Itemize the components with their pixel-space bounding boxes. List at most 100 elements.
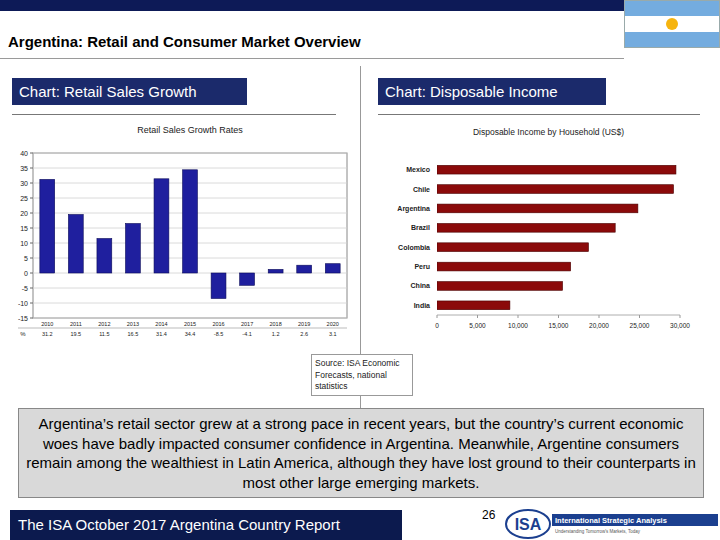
category-label: Argentina bbox=[397, 205, 430, 213]
source: Source: ISA Economic Forecasts, national… bbox=[311, 354, 413, 396]
bar bbox=[437, 204, 638, 213]
logo-bar bbox=[552, 514, 718, 526]
data-label: 11.5 bbox=[99, 331, 109, 337]
tick bbox=[30, 243, 33, 244]
category-label: 2018 bbox=[270, 321, 282, 327]
bar bbox=[297, 265, 312, 273]
tick-label: 0 bbox=[24, 270, 28, 277]
table-caption: % bbox=[20, 331, 26, 337]
data-label: -8.5 bbox=[214, 331, 223, 337]
tick-label: 25,000 bbox=[630, 322, 650, 329]
tick bbox=[30, 288, 33, 289]
footer: The ISA October 2017 Argentina Country R… bbox=[10, 510, 402, 540]
category-label: 2016 bbox=[212, 321, 224, 327]
bar bbox=[40, 179, 55, 273]
slide: Argentina: Retail and Consumer Market Ov… bbox=[0, 0, 720, 540]
title-rule bbox=[0, 58, 624, 59]
page-number: 26 bbox=[482, 508, 495, 522]
tick bbox=[30, 153, 33, 154]
tick bbox=[30, 198, 33, 199]
category-label: Mexico bbox=[406, 166, 430, 173]
bar bbox=[437, 243, 588, 252]
tick-label: 20 bbox=[20, 210, 28, 217]
grid-line bbox=[33, 168, 347, 169]
plot-frame bbox=[33, 153, 347, 318]
logo-name: International Strategic Analysis bbox=[555, 516, 667, 525]
category-label: India bbox=[414, 302, 430, 309]
bar bbox=[125, 224, 140, 274]
tick-label: 15,000 bbox=[549, 322, 569, 329]
bar bbox=[211, 273, 226, 299]
category-label: Chile bbox=[413, 186, 430, 193]
data-label: 31.4 bbox=[156, 331, 167, 337]
bar bbox=[268, 269, 283, 273]
tick-label: 20,000 bbox=[589, 322, 609, 329]
tick bbox=[30, 303, 33, 304]
tick bbox=[680, 315, 681, 318]
logo-ring bbox=[506, 510, 550, 538]
bar bbox=[437, 262, 571, 271]
category-label: 2020 bbox=[327, 321, 339, 327]
chart: Disposable Income by Household (US$) 0 5,0… bbox=[397, 127, 690, 329]
tick-label: 25 bbox=[20, 195, 28, 202]
tick-label: 30 bbox=[20, 180, 28, 187]
tick bbox=[477, 315, 478, 318]
title: Argentina: Retail and Consumer Market Ov… bbox=[8, 33, 361, 50]
bar bbox=[325, 264, 340, 273]
tick bbox=[558, 315, 559, 318]
tick bbox=[639, 315, 640, 318]
category-label: Brazil bbox=[411, 224, 430, 231]
tick-label: -5 bbox=[22, 285, 28, 292]
flag bbox=[624, 0, 720, 48]
logo: ISA International Strategic Analysis Under… bbox=[506, 510, 718, 538]
tick bbox=[599, 315, 600, 318]
chart: Retail Sales Growth Rates-15-10-50510152… bbox=[18, 125, 347, 337]
chart-title: Retail Sales Growth Rates bbox=[137, 125, 243, 135]
tick bbox=[30, 183, 33, 184]
grid-line bbox=[33, 153, 347, 154]
tick bbox=[30, 213, 33, 214]
tick bbox=[30, 228, 33, 229]
grid-line bbox=[33, 303, 347, 304]
grid-line bbox=[33, 318, 347, 319]
tick-label: 10,000 bbox=[508, 322, 528, 329]
data-label: 19.5 bbox=[70, 331, 81, 337]
bars bbox=[40, 170, 340, 299]
top-band bbox=[0, 0, 624, 11]
category-label: Colombia bbox=[398, 244, 430, 251]
panel-header: Chart: Retail Sales Growth bbox=[12, 78, 247, 105]
tick-label: 10 bbox=[20, 240, 28, 247]
category-label: Peru bbox=[414, 263, 430, 270]
tick-label: -15 bbox=[18, 315, 28, 322]
category-label: 2011 bbox=[70, 321, 82, 327]
category-label: 2010 bbox=[41, 321, 53, 327]
bar bbox=[437, 185, 674, 194]
data-label: 2.6 bbox=[300, 331, 308, 337]
category-label: 2012 bbox=[98, 321, 110, 327]
logo-mark: ISA bbox=[515, 516, 542, 533]
panel-header: Chart: Disposable Income bbox=[378, 78, 606, 105]
tick-label: 30,000 bbox=[670, 322, 690, 329]
data-table: 2010201120122013201420152016201720182019… bbox=[18, 321, 347, 338]
bar bbox=[68, 215, 83, 274]
tick bbox=[437, 315, 438, 318]
category-label: 2019 bbox=[298, 321, 310, 327]
data-label: 3.1 bbox=[329, 331, 337, 337]
table-rule bbox=[18, 328, 347, 329]
bar bbox=[437, 223, 615, 232]
data-label: 31.2 bbox=[42, 331, 53, 337]
bar bbox=[97, 239, 112, 274]
tick bbox=[518, 315, 519, 318]
data-label: -4.1 bbox=[242, 331, 251, 337]
data-label: 16.5 bbox=[128, 331, 139, 337]
bar bbox=[437, 301, 510, 310]
tick-label: 0 bbox=[435, 322, 439, 329]
category-label: 2015 bbox=[184, 321, 196, 327]
tick-label: 40 bbox=[20, 150, 28, 157]
logo-tagline: Understanding Tomorrow's Markets, Today bbox=[555, 529, 641, 534]
chart-title: Disposable Income by Household (US$) bbox=[473, 127, 624, 137]
tick bbox=[30, 258, 33, 259]
tick-label: 5,000 bbox=[469, 322, 486, 329]
category-label: 2017 bbox=[241, 321, 253, 327]
data-label: 34.4 bbox=[185, 331, 196, 337]
